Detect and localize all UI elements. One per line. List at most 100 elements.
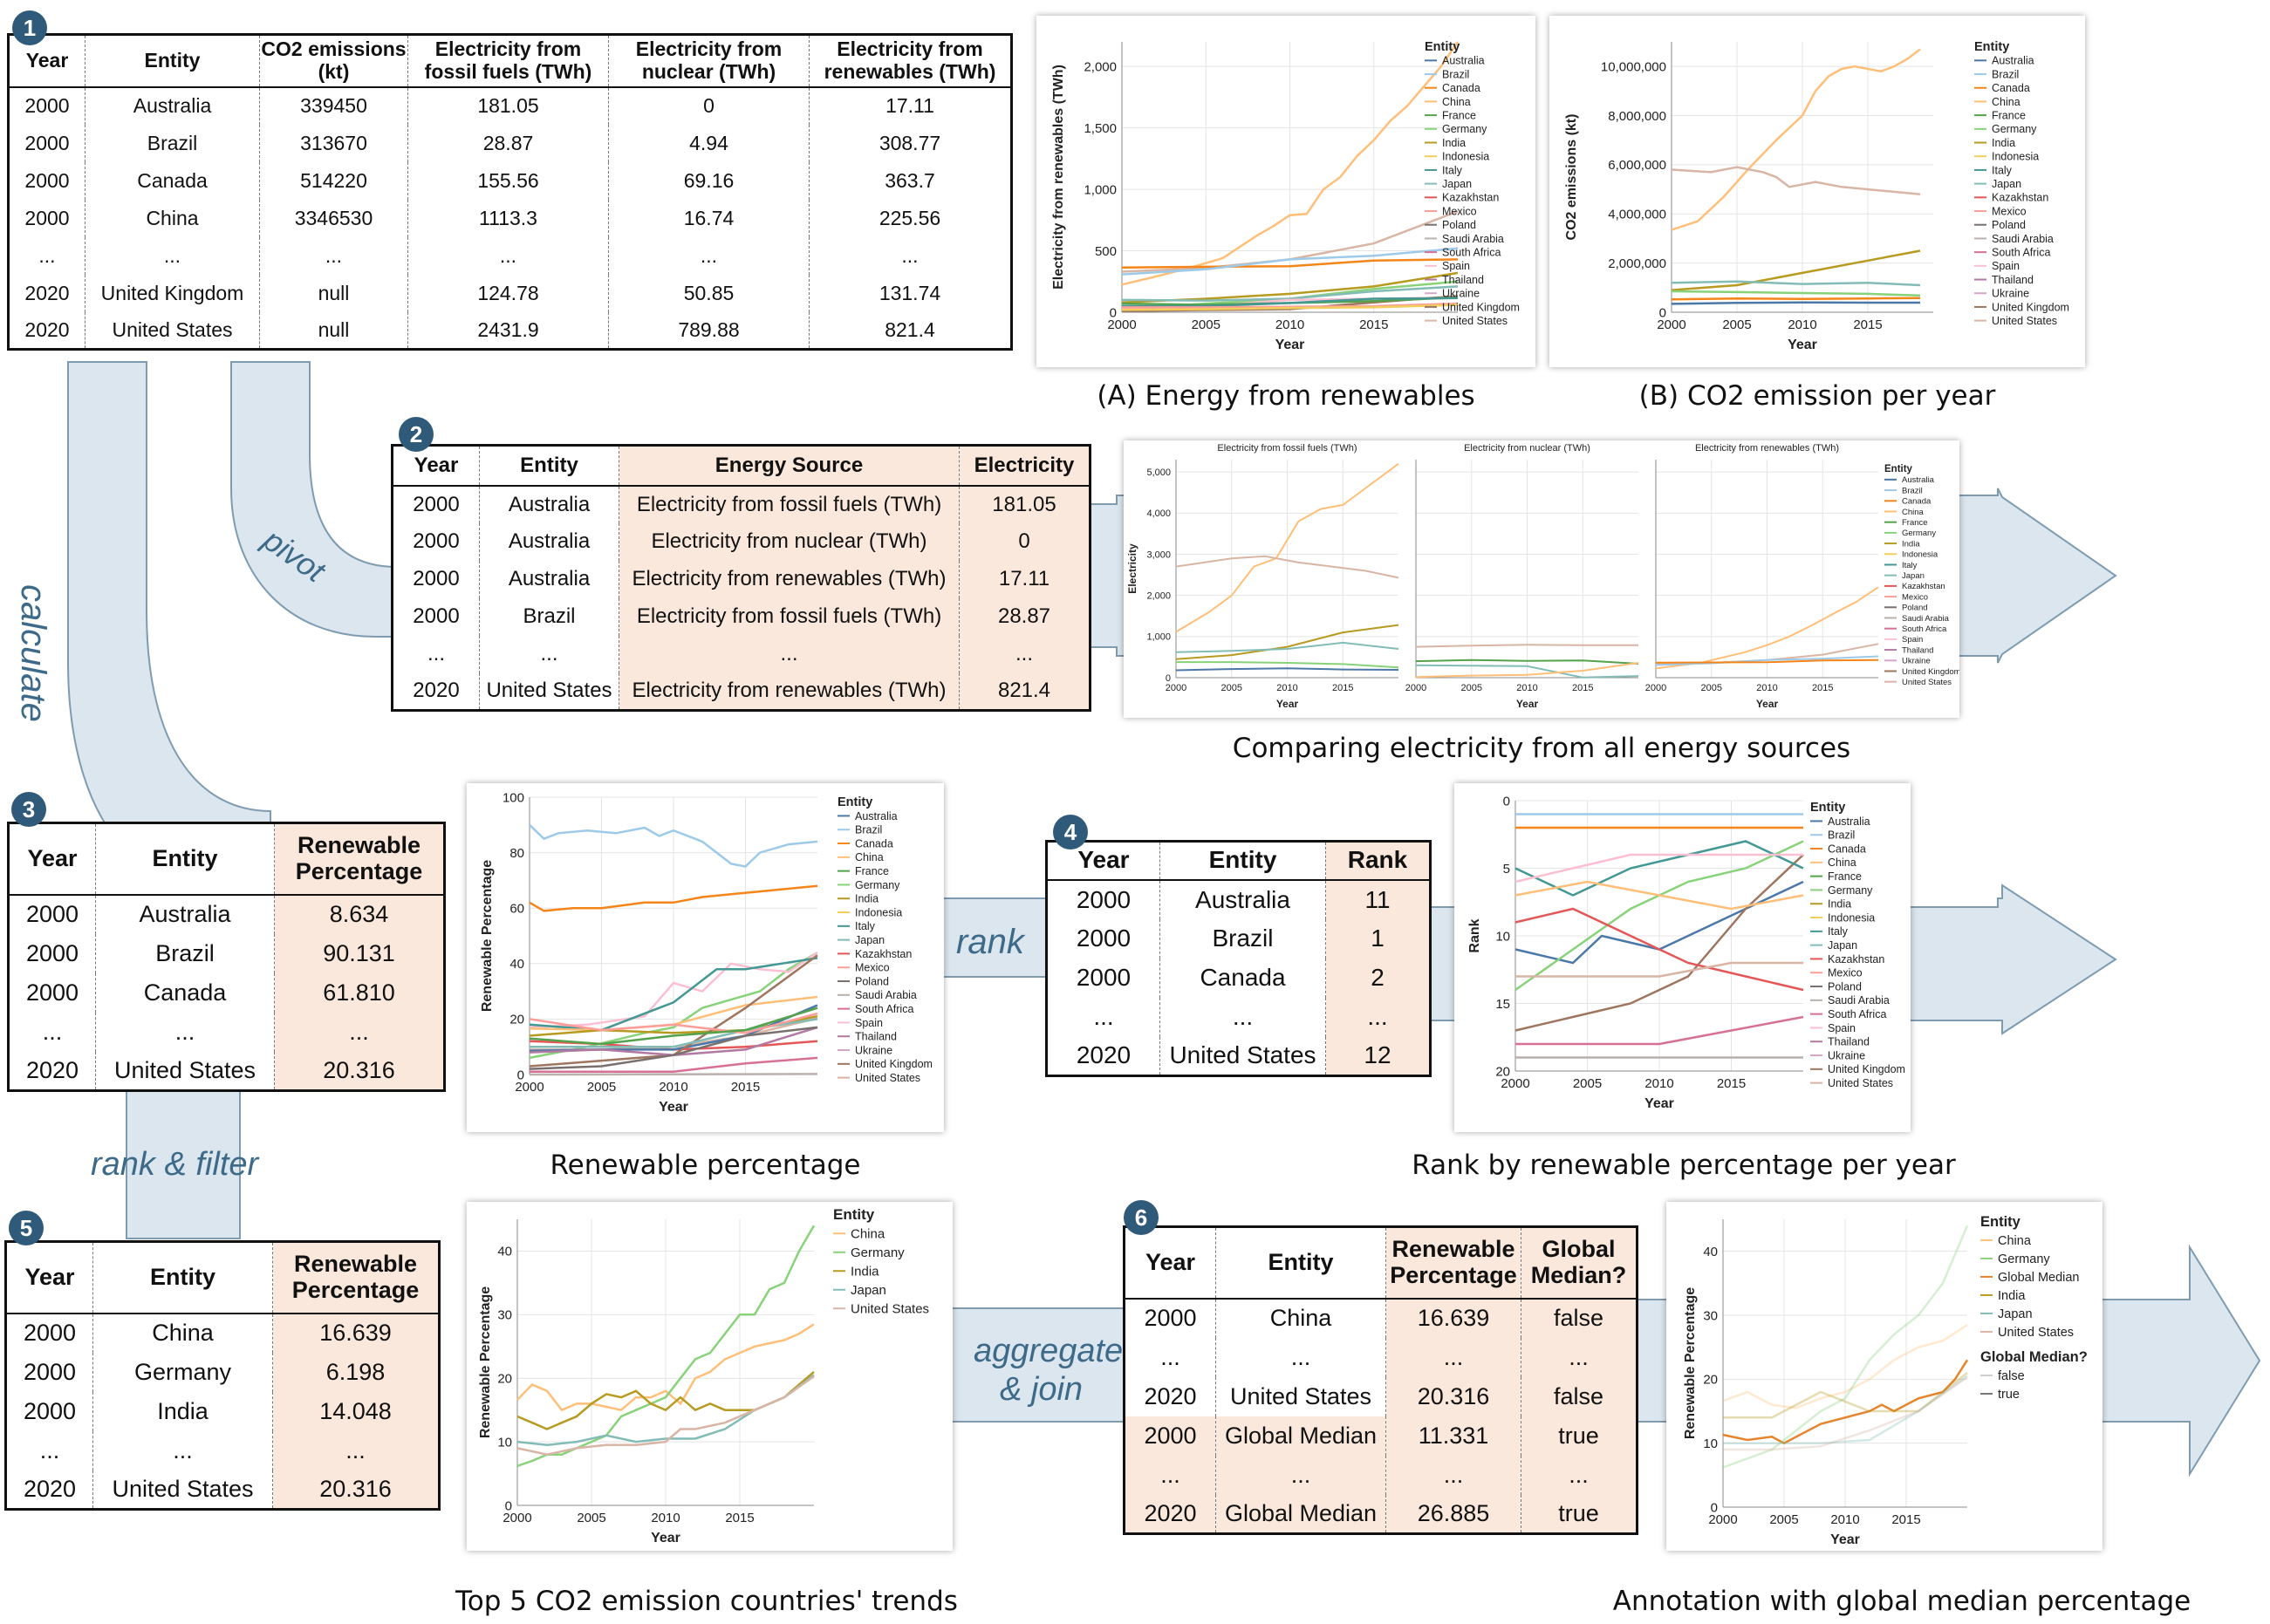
- table-cell: 131.74: [809, 274, 1012, 312]
- table-cell: ...: [1215, 1455, 1386, 1495]
- x-axis-label: Year: [1275, 338, 1305, 352]
- table-cell: 2020: [24, 317, 70, 341]
- table-cell: 2000: [1076, 925, 1132, 952]
- table-cell: 8.634: [274, 894, 445, 934]
- column-header-text: Year: [27, 844, 78, 871]
- series-line-united-states: [1175, 555, 1399, 579]
- x-tick-label: 2005: [1722, 317, 1751, 332]
- series-line-brazil: [1121, 247, 1459, 276]
- series-line-china: [1415, 662, 1639, 679]
- legend-label: France: [1902, 518, 1928, 528]
- x-tick-label: 2000: [1107, 317, 1136, 332]
- series-line-poland: [529, 1026, 818, 1070]
- table-cell: Brazil: [1159, 918, 1326, 959]
- table-row: 2000 Germany 6.198: [6, 1352, 440, 1392]
- x-tick-label: 2010: [659, 1080, 687, 1095]
- caption-G: Annotation with global median percentage: [1612, 1586, 2191, 1617]
- y-tick-label: 0: [1711, 1500, 1718, 1515]
- column-header-text: Entity: [152, 844, 218, 871]
- legend-label: Brazil: [1902, 486, 1923, 495]
- legend-label: Spain: [1902, 635, 1923, 645]
- table-cell: ...: [427, 642, 445, 665]
- legend-label: false: [1998, 1369, 2025, 1383]
- table-cell: ...: [274, 1012, 445, 1052]
- table-cell: 20.316: [272, 1470, 440, 1510]
- legend-label: Japan: [851, 1283, 886, 1298]
- y-axis-label: CO2 emissions (kt): [1564, 114, 1579, 241]
- y-tick-label: 10,000,000: [1601, 59, 1666, 74]
- legend-label: India: [1998, 1289, 2026, 1303]
- legend-label: Spain: [1992, 260, 2020, 272]
- y-tick-label: 2,000,000: [1608, 256, 1666, 271]
- legend-label: Japan: [1442, 178, 1472, 190]
- legend-label: United Kingdom: [1902, 667, 1959, 677]
- legend-label: Poland: [1442, 219, 1476, 231]
- column-header-text: Year: [24, 1263, 75, 1290]
- column-header-text: Global: [1542, 1236, 1616, 1263]
- legend-label: Thailand: [1442, 274, 1484, 286]
- table-cell: 514220: [259, 161, 408, 200]
- legend-label: Mexico: [855, 962, 890, 974]
- legend-label: Brazil: [1828, 829, 1855, 842]
- series-line-south-africa: [530, 1056, 818, 1074]
- x-axis-label: Year: [651, 1531, 680, 1546]
- x-tick-label: 2000: [1645, 683, 1666, 693]
- series-line-united-states: [1415, 644, 1638, 648]
- table-cell: 17.11: [809, 86, 1012, 125]
- x-axis-label: Year: [1788, 338, 1817, 352]
- legend-label: Poland: [855, 975, 889, 987]
- table-cell: 61.810: [274, 972, 445, 1013]
- y-tick-label: 3,000: [1146, 549, 1171, 560]
- series-line-spain: [529, 952, 818, 1029]
- table-cell: 16.639: [272, 1313, 440, 1353]
- legend-label: United Kingdom: [1442, 301, 1520, 313]
- step-badge-3: 3: [11, 792, 46, 827]
- legend-label: China: [1998, 1234, 2032, 1248]
- column-header-text: Median?: [1530, 1261, 1627, 1288]
- y-tick-label: 4,000,000: [1608, 208, 1666, 222]
- table-cell: United States: [92, 1470, 273, 1510]
- x-tick-label: 2000: [503, 1511, 531, 1525]
- legend-label: Canada: [855, 837, 893, 850]
- table-row: 2000 China 16.639: [5, 1313, 440, 1353]
- column-header: Electricity from nuclear (TWh): [608, 34, 810, 88]
- series-line-indonesia: [1121, 304, 1459, 311]
- x-tick-label: 2010: [1644, 1076, 1673, 1091]
- chart-F-svg: 0 10 20 30 40 2000 2005 2010 2015 Year Renewable P…: [478, 1206, 929, 1546]
- chart-B-svg: 0 2,000,000 4,000,000 6,000,000 8,000,000 10,…: [1564, 40, 2069, 352]
- table-row: 2020 United Kingdom null 124.78 50.85 131.74: [9, 274, 1012, 312]
- table-cell: 11.331: [1385, 1416, 1521, 1456]
- table-cell: United States: [1159, 1036, 1326, 1076]
- series-line-china: [1121, 41, 1460, 286]
- column-header-text: Entity: [149, 1263, 215, 1290]
- table-cell: 2020: [413, 679, 460, 703]
- column-header-text: Electricity from: [434, 38, 582, 61]
- table-cell: ...: [42, 1018, 63, 1045]
- table-cell: 2020: [24, 281, 70, 304]
- legend-label: South Africa: [1442, 247, 1501, 259]
- series-line-japan: [1723, 1375, 1968, 1444]
- y-tick-label: 2,000: [1084, 59, 1117, 74]
- column-header-text: Percentage: [291, 1276, 420, 1303]
- legend-label: United States: [1992, 315, 2057, 327]
- y-tick-label: 0: [1659, 305, 1666, 320]
- legend-label: Thailand: [1902, 645, 1933, 655]
- y-tick-label: 30: [1703, 1308, 1718, 1323]
- legend-label: France: [1992, 110, 2026, 122]
- facet-title: Electricity from nuclear (TWh): [1464, 443, 1590, 454]
- table-cell: ...: [809, 236, 1012, 275]
- table-cell: 2000: [413, 492, 460, 516]
- table-cell: 0: [608, 86, 810, 125]
- column-header-text: Electricity from: [635, 38, 783, 61]
- table-cell: India: [92, 1391, 273, 1431]
- table-cell: United States: [85, 311, 260, 350]
- table-row: 2000 Canada 61.810: [9, 972, 445, 1013]
- table-cell: 2000: [1124, 1416, 1216, 1456]
- x-tick-label: 2005: [1769, 1512, 1798, 1527]
- series-line-united-states: [1723, 1376, 1968, 1451]
- y-tick-label: 8,000,000: [1608, 109, 1666, 124]
- legend-label: Japan: [1998, 1307, 2033, 1321]
- table-cell: 2000: [1076, 885, 1132, 913]
- table-cell: ...: [959, 635, 1091, 673]
- table-cell: ...: [1124, 1455, 1216, 1495]
